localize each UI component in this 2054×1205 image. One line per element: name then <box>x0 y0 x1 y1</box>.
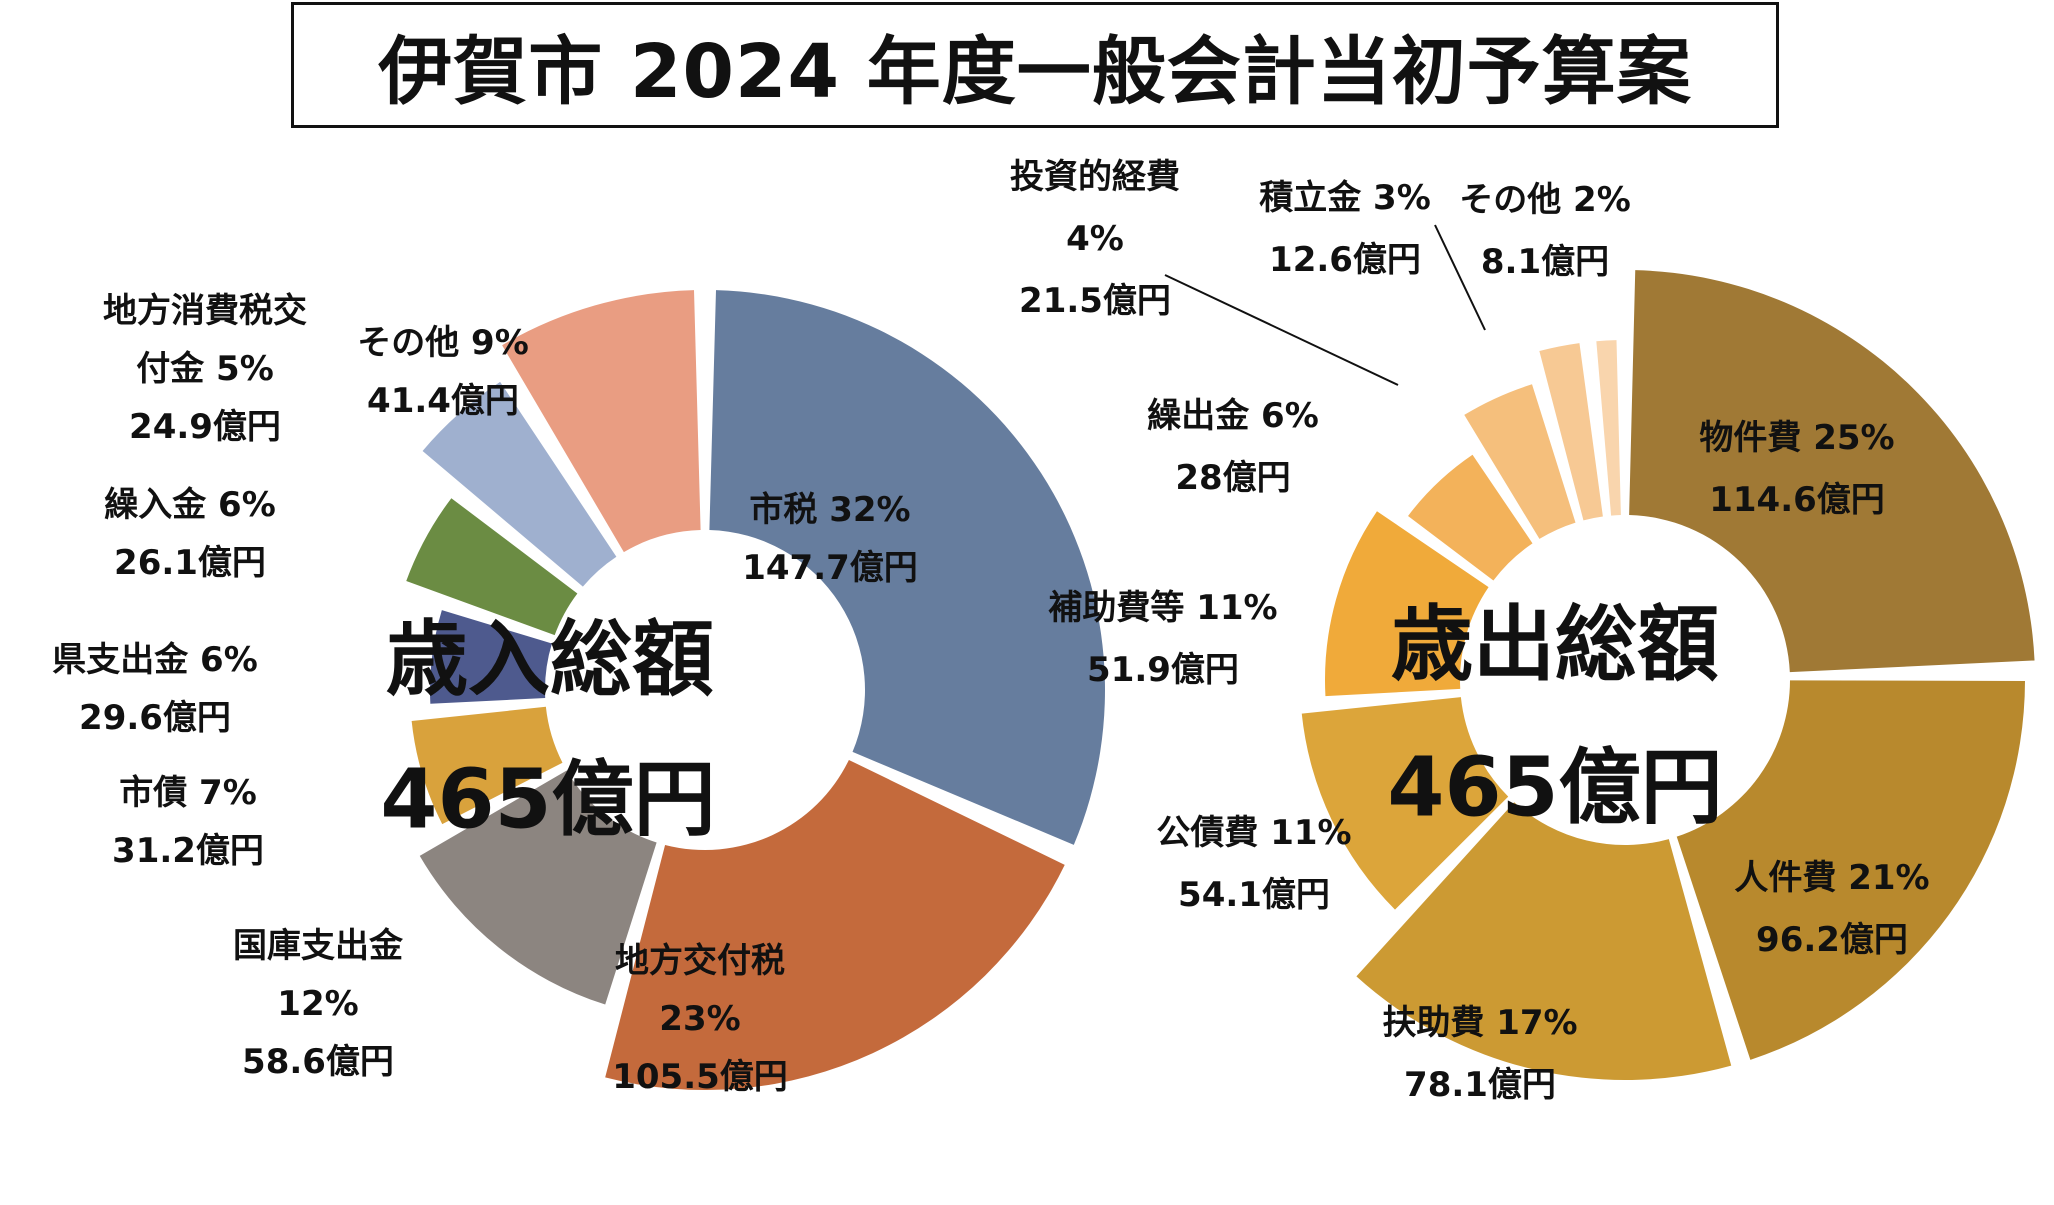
title-box: 伊賀市 2024 年度一般会計当初予算案 <box>291 2 1779 128</box>
center-total: 465億円 <box>1387 740 1722 835</box>
slice-label: その他 9% 41.4億円 <box>357 323 529 421</box>
pie-slice <box>411 706 563 825</box>
slice-label-line: 4% <box>1066 219 1124 259</box>
slice-label: 繰出金 6% 28億円 <box>1147 396 1319 498</box>
slice-label-line: 扶助費 17% <box>1382 1003 1577 1043</box>
slice-label-line: 積立金 3% <box>1259 178 1431 218</box>
slice-label: 県支出金 6% 29.6億円 <box>52 640 258 738</box>
pie-slice <box>502 290 701 553</box>
slice-label-line: 地方消費税交 <box>103 291 307 331</box>
slice-label-line: その他 9% <box>357 323 529 363</box>
slice-label: 地方交付税 23% 105.5億円 <box>612 941 788 1097</box>
slice-label-line: 繰出金 6% <box>1147 396 1319 436</box>
slice-label-line: 54.1億円 <box>1178 875 1330 915</box>
pie-slice <box>1356 802 1732 1080</box>
slice-label-line: 補助費等 11% <box>1048 588 1277 628</box>
slice-label-line: 市債 7% <box>119 773 257 813</box>
pie-slice <box>1325 511 1489 697</box>
slice-label-line: 公債費 11% <box>1156 813 1351 853</box>
slice-label-line: その他 2% <box>1459 180 1631 220</box>
slice-label-line: 12.6億円 <box>1269 240 1421 280</box>
slice-label-line: 23% <box>659 999 740 1039</box>
pie-slice <box>709 290 1105 845</box>
pie-slice <box>1596 340 1621 516</box>
slice-label: 積立金 3% 12.6億円 <box>1259 178 1431 280</box>
pie-slice <box>1676 680 2025 1060</box>
slice-label: 人件費 21% 96.2億円 <box>1734 858 1929 960</box>
center-total: 465億円 <box>380 752 715 847</box>
slice-label: 物件費 25% 114.6億円 <box>1699 418 1894 520</box>
slice-label-line: 51.9億円 <box>1087 650 1239 690</box>
slice-label-line: 地方交付税 <box>615 941 785 981</box>
slice-label-line: 28億円 <box>1175 458 1290 498</box>
slice-label: 地方消費税交付金 5% 24.9億円 <box>103 291 307 447</box>
center-title: 歳出総額 <box>1391 597 1719 692</box>
slice-label: 投資的経費 4% 21.5億円 <box>1010 157 1180 321</box>
slice-label: 繰入金 6% 26.1億円 <box>104 485 276 583</box>
slice-label-line: 市税 32% <box>749 490 910 530</box>
slice-label-line: 24.9億円 <box>129 407 281 447</box>
slice-label-line: 78.1億円 <box>1404 1065 1556 1105</box>
pie-slice <box>430 610 552 704</box>
slice-label-line: 58.6億円 <box>242 1042 394 1082</box>
slice-label-line: 114.6億円 <box>1709 480 1885 520</box>
slice-label-line: 8.1億円 <box>1481 242 1609 282</box>
pie-slice <box>605 759 1065 1090</box>
pie-slice <box>419 770 657 1005</box>
slice-label-line: 26.1億円 <box>114 543 266 583</box>
pie-slice <box>1539 343 1603 521</box>
slice-label-line: 付金 5% <box>136 349 274 389</box>
leader-line <box>1164 274 1399 386</box>
pie-slice <box>1408 454 1533 581</box>
slice-label: 補助費等 11% 51.9億円 <box>1048 588 1277 690</box>
slice-label-line: 人件費 21% <box>1734 858 1929 898</box>
slice-label-line: 31.2億円 <box>112 831 264 871</box>
slice-label-line: 12% <box>277 984 358 1024</box>
slice-label: その他 2% 8.1億円 <box>1459 180 1631 282</box>
slice-label-line: 41.4億円 <box>367 381 519 421</box>
center-title: 歳入総額 <box>386 612 714 707</box>
slice-label-line: 県支出金 6% <box>52 640 258 680</box>
pie-slice <box>406 498 578 636</box>
leader-line <box>1434 224 1486 331</box>
slice-label-line: 投資的経費 <box>1010 157 1180 197</box>
pie-slice <box>1301 697 1509 910</box>
chart-title: 伊賀市 2024 年度一般会計当初予算案 <box>378 28 1692 115</box>
pie-slice <box>422 381 617 587</box>
pie-slice <box>1629 270 2035 673</box>
slice-label-line: 147.7億円 <box>742 548 918 588</box>
slice-label: 国庫支出金 12% 58.6億円 <box>233 926 404 1082</box>
slice-label-line: 物件費 25% <box>1699 418 1894 458</box>
pie-slice <box>1464 384 1576 539</box>
slice-label-line: 105.5億円 <box>612 1057 788 1097</box>
slice-label: 公債費 11% 54.1億円 <box>1156 813 1351 915</box>
slice-label: 扶助費 17% 78.1億円 <box>1382 1003 1577 1105</box>
slice-label-line: 繰入金 6% <box>104 485 276 525</box>
slice-label: 市債 7% 31.2億円 <box>112 773 264 871</box>
slice-label-line: 96.2億円 <box>1756 920 1908 960</box>
slice-label-line: 29.6億円 <box>79 698 231 738</box>
slice-label: 市税 32% 147.7億円 <box>742 490 918 588</box>
slice-label-line: 国庫支出金 <box>233 926 404 966</box>
slice-label-line: 21.5億円 <box>1019 281 1171 321</box>
